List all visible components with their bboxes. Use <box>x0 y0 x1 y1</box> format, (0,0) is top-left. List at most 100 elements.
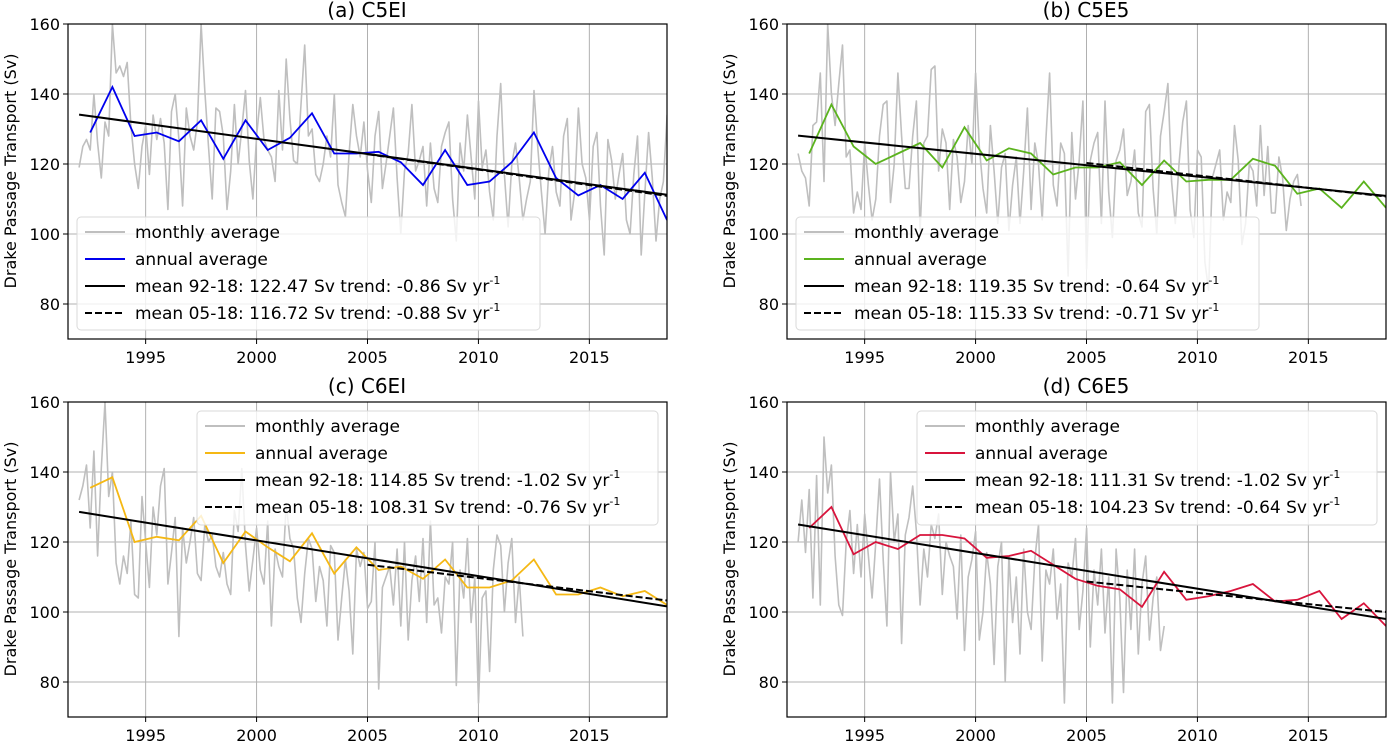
x-tick-label: 2015 <box>1288 348 1329 367</box>
x-tick-label: 2005 <box>347 348 388 367</box>
y-axis-label: Drake Passage Transport (Sv) <box>1 54 20 289</box>
x-tick-label: 2015 <box>1288 726 1329 741</box>
monthly-average-line <box>78 402 524 704</box>
trend-line-92-18 <box>797 523 1386 620</box>
legend-box <box>196 410 659 526</box>
y-tick-label: 160 <box>29 15 60 34</box>
legend: monthly average annual average mean 92-18:… <box>196 410 659 526</box>
trend-line-92-18 <box>78 510 667 608</box>
plot-area <box>78 24 667 256</box>
y-axis-label: Drake Passage Transport (Sv) <box>720 442 739 677</box>
x-tick-label: 2005 <box>1066 726 1107 741</box>
legend-superscript: -1 <box>1329 468 1340 481</box>
y-tick-label: 100 <box>748 225 779 244</box>
legend-label: monthly average <box>975 417 1120 437</box>
trend-line-05-18 <box>1086 161 1386 198</box>
panel-title: (d) C6E5 <box>1043 374 1130 398</box>
x-tick-label: 2000 <box>955 348 996 367</box>
x-tick-label: 2005 <box>1066 348 1107 367</box>
y-tick-label: 80 <box>759 673 779 692</box>
panel-title: (a) C5EI <box>327 0 406 22</box>
legend-label: monthly average <box>854 223 999 243</box>
x-tick-label: 1995 <box>125 726 166 741</box>
trend-line-05-18 <box>367 563 667 602</box>
x-tick-label: 1995 <box>844 348 885 367</box>
y-tick-label: 120 <box>748 533 779 552</box>
legend-superscript: -1 <box>489 301 500 314</box>
panel-title: (b) C5E5 <box>1043 0 1130 22</box>
panel-c: (c) C6EI Drake Passage Transport (Sv) 19… <box>1 374 668 741</box>
y-axis-label: Drake Passage Transport (Sv) <box>720 54 739 289</box>
y-tick-label: 80 <box>759 295 779 314</box>
legend-superscript: -1 <box>1329 495 1340 508</box>
legend: monthly average annual average mean 92-18:… <box>916 410 1378 526</box>
legend-label: monthly average <box>135 223 280 243</box>
legend-label: mean 92-18: 114.85 Sv trend: -1.02 Sv yr… <box>255 468 620 491</box>
y-tick-label: 140 <box>29 85 60 104</box>
y-tick-label: 120 <box>29 533 60 552</box>
legend-label: mean 05-18: 108.31 Sv trend: -0.76 Sv yr… <box>255 495 620 518</box>
monthly-average-line <box>797 24 1302 291</box>
annual-average-line <box>89 476 667 606</box>
y-tick-label: 160 <box>29 393 60 412</box>
y-tick-label: 140 <box>748 85 779 104</box>
legend-label: mean 05-18: 116.72 Sv trend: -0.88 Sv yr… <box>135 301 500 324</box>
y-tick-label: 160 <box>748 15 779 34</box>
legend: monthly average annual average mean 92-18:… <box>76 216 541 331</box>
y-tick-label: 100 <box>29 225 60 244</box>
annual-average-line <box>808 505 1386 627</box>
legend-label: annual average <box>135 250 268 270</box>
y-tick-label: 120 <box>29 155 60 174</box>
x-tick-label: 2005 <box>347 726 388 741</box>
y-tick-label: 160 <box>748 393 779 412</box>
panel-b: (b) C5E5 Drake Passage Transport (Sv) 19… <box>720 0 1387 367</box>
legend-label: mean 92-18: 119.35 Sv trend: -0.64 Sv yr… <box>854 274 1219 297</box>
legend-label: mean 05-18: 115.33 Sv trend: -0.71 Sv yr… <box>854 301 1219 324</box>
legend-label: mean 05-18: 104.23 Sv trend: -0.64 Sv yr… <box>975 495 1340 518</box>
x-tick-label: 2015 <box>569 726 610 741</box>
legend-label: annual average <box>255 444 388 464</box>
x-tick-label: 2010 <box>458 348 499 367</box>
x-tick-label: 2010 <box>458 726 499 741</box>
y-tick-label: 80 <box>40 673 60 692</box>
trend-line-05-18 <box>367 153 667 197</box>
legend-box <box>916 410 1378 526</box>
legend-box <box>795 216 1260 331</box>
plot-area <box>78 402 667 704</box>
legend-label: monthly average <box>255 417 400 437</box>
legend-box <box>76 216 541 331</box>
legend-label: mean 92-18: 122.47 Sv trend: -0.86 Sv yr… <box>135 274 500 297</box>
x-tick-label: 2010 <box>1177 726 1218 741</box>
panel-d: (d) C6E5 Drake Passage Transport (Sv) 19… <box>720 374 1387 741</box>
y-tick-label: 140 <box>748 463 779 482</box>
plot-area <box>797 436 1386 704</box>
legend-superscript: -1 <box>1208 301 1219 314</box>
x-tick-label: 1995 <box>125 348 166 367</box>
y-tick-label: 120 <box>748 155 779 174</box>
x-tick-label: 2015 <box>569 348 610 367</box>
annual-average-line <box>808 102 1386 210</box>
y-axis-label: Drake Passage Transport (Sv) <box>1 442 20 677</box>
y-tick-label: 80 <box>40 295 60 314</box>
panel-title: (c) C6EI <box>328 374 406 398</box>
monthly-average-line <box>78 24 667 256</box>
legend-superscript: -1 <box>609 495 620 508</box>
legend-superscript: -1 <box>489 274 500 287</box>
y-tick-label: 140 <box>29 463 60 482</box>
legend-superscript: -1 <box>609 468 620 481</box>
y-tick-label: 100 <box>748 603 779 622</box>
legend-label: annual average <box>854 250 987 270</box>
x-tick-label: 2000 <box>236 348 277 367</box>
legend-label: mean 92-18: 111.31 Sv trend: -1.02 Sv yr… <box>975 468 1340 491</box>
x-tick-label: 1995 <box>844 726 885 741</box>
x-tick-label: 2010 <box>1177 348 1218 367</box>
legend-superscript: -1 <box>1208 274 1219 287</box>
x-tick-label: 2000 <box>236 726 277 741</box>
plot-area <box>797 24 1386 291</box>
trend-line-05-18 <box>1086 580 1386 613</box>
y-tick-label: 100 <box>29 603 60 622</box>
x-tick-label: 2000 <box>955 726 996 741</box>
legend-label: annual average <box>975 444 1108 464</box>
annual-average-line <box>89 84 667 221</box>
